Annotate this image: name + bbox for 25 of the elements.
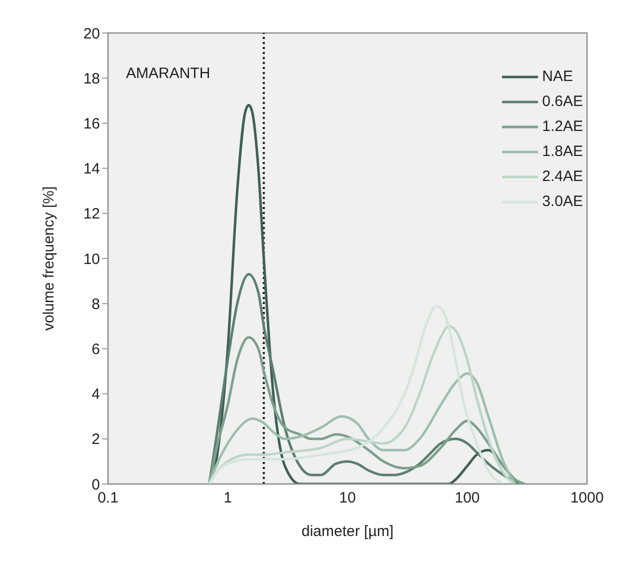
y-tick-label: 14: [83, 160, 100, 178]
x-tick-label: 1000: [570, 490, 604, 507]
legend-label: 3.0AE: [542, 193, 583, 210]
legend-label: 2.4AE: [542, 168, 583, 185]
x-tick-label: 1: [224, 490, 232, 507]
legend-label: NAE: [542, 68, 573, 85]
x-tick-label: 10: [339, 490, 356, 507]
annotation: AMARANTH: [126, 65, 210, 82]
y-tick-label: 12: [83, 206, 100, 223]
legend-label: 0.6AE: [542, 93, 583, 110]
legend-label: 1.2AE: [542, 118, 583, 135]
y-tick-label: 18: [83, 70, 100, 88]
x-axis-title: diameter [µm]: [302, 523, 394, 540]
y-tick-label: 8: [92, 296, 100, 313]
y-tick-label: 0: [92, 476, 100, 494]
y-tick-label: 2: [92, 431, 100, 448]
legend-label: 1.8AE: [542, 143, 583, 160]
x-tick-label: 100: [454, 490, 480, 507]
y-tick-label: 6: [92, 341, 100, 358]
y-tick-label: 16: [83, 116, 100, 133]
x-tick-label: 0.1: [98, 490, 118, 507]
y-tick-label: 20: [83, 25, 100, 42]
y-tick-label: 10: [83, 250, 100, 268]
y-axis-title: volume frequency [%]: [40, 186, 58, 331]
y-tick-label: 4: [92, 386, 100, 404]
